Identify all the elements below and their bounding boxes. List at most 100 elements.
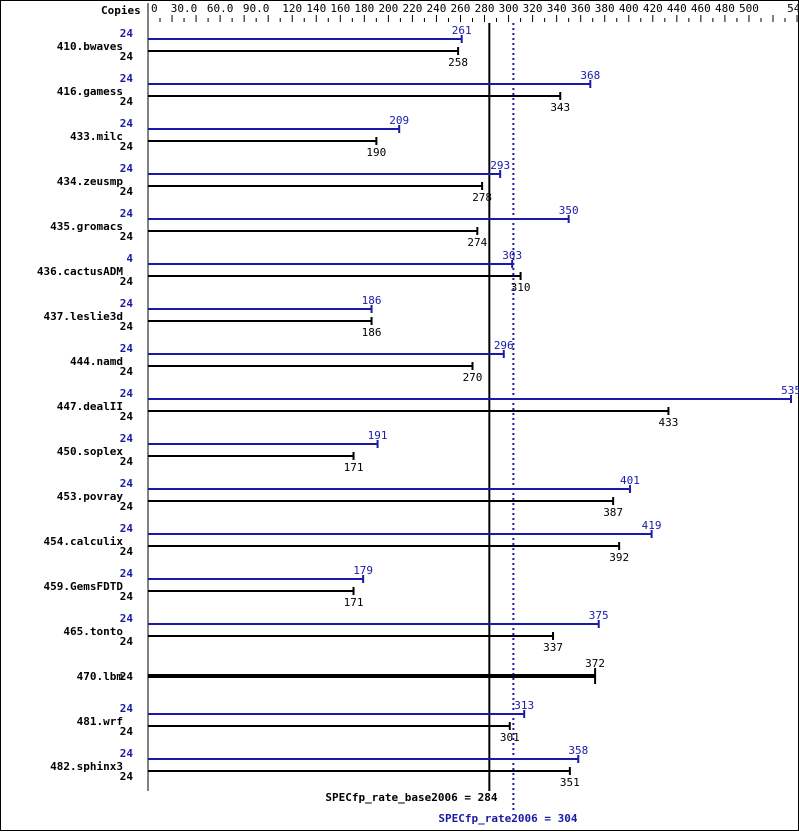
base-copies: 24 xyxy=(120,545,134,558)
base-copies: 24 xyxy=(120,635,134,648)
base-value: 433 xyxy=(658,416,678,429)
peak-value: 293 xyxy=(490,159,510,172)
base-value: 301 xyxy=(500,731,520,744)
benchmark-label: 435.gromacs xyxy=(50,220,123,233)
x-tick-label: 420 xyxy=(643,2,663,15)
benchmark-label: 416.gamess xyxy=(57,85,123,98)
base-value: 190 xyxy=(366,146,386,159)
peak-value: 303 xyxy=(502,249,522,262)
x-tick-label: 460 xyxy=(691,2,711,15)
peak-value: 179 xyxy=(353,564,373,577)
x-tick-label: 380 xyxy=(595,2,615,15)
benchmark-label: 470.lbm xyxy=(77,670,124,683)
x-tick-label: 160 xyxy=(330,2,350,15)
base-value: 337 xyxy=(543,641,563,654)
x-tick-label: 400 xyxy=(619,2,639,15)
base-value: 387 xyxy=(603,506,623,519)
base-copies: 24 xyxy=(120,140,134,153)
base-value: 343 xyxy=(550,101,570,114)
x-tick-label: 120 xyxy=(282,2,302,15)
base-value: 270 xyxy=(463,371,483,384)
benchmark-label: 465.tonto xyxy=(63,625,123,638)
base-value: 186 xyxy=(362,326,382,339)
peak-value: 368 xyxy=(580,69,600,82)
x-tick-label: 220 xyxy=(402,2,422,15)
peak-copies: 24 xyxy=(120,747,134,760)
peak-value: 261 xyxy=(452,24,472,37)
peak-copies: 24 xyxy=(120,432,134,445)
base-value: 258 xyxy=(448,56,468,69)
benchmark-label: 453.povray xyxy=(57,490,124,503)
x-tick-label: 300 xyxy=(499,2,519,15)
base-copies: 24 xyxy=(120,230,134,243)
base-copies: 24 xyxy=(120,455,134,468)
x-tick-label: 60.0 xyxy=(207,2,234,15)
base-copies: 24 xyxy=(120,50,134,63)
peak-value: 419 xyxy=(642,519,662,532)
x-tick-label: 140 xyxy=(306,2,326,15)
base-copies: 24 xyxy=(120,365,134,378)
x-tick-label: 90.0 xyxy=(243,2,270,15)
x-tick-label: 30.0 xyxy=(171,2,198,15)
base-value: 372 xyxy=(585,657,605,670)
benchmark-label: 444.namd xyxy=(70,355,123,368)
benchmark-label: 436.cactusADM xyxy=(37,265,123,278)
base-value: 310 xyxy=(511,281,531,294)
peak-copies: 24 xyxy=(120,612,134,625)
peak-copies: 24 xyxy=(120,522,134,535)
peak-value: 350 xyxy=(559,204,579,217)
x-tick-label: 440 xyxy=(667,2,687,15)
peak-copies: 24 xyxy=(120,477,134,490)
peak-value: 186 xyxy=(362,294,382,307)
peak-value: 358 xyxy=(568,744,588,757)
x-tick-label: 360 xyxy=(571,2,591,15)
peak-copies: 24 xyxy=(120,702,134,715)
benchmark-label: 482.sphinx3 xyxy=(50,760,123,773)
peak-value: 209 xyxy=(389,114,409,127)
base-copies: 24 xyxy=(120,770,134,783)
benchmark-label: 410.bwaves xyxy=(57,40,123,53)
peak-copies: 24 xyxy=(120,567,134,580)
base-value: 392 xyxy=(609,551,629,564)
peak-value: 313 xyxy=(514,699,534,712)
benchmark-label: 454.calculix xyxy=(44,535,124,548)
base-copies: 24 xyxy=(120,275,134,288)
peak-value: 296 xyxy=(494,339,514,352)
x-tick-label: 200 xyxy=(378,2,398,15)
peak-copies: 4 xyxy=(126,252,133,265)
base-value: 278 xyxy=(472,191,492,204)
base-copies: 24 xyxy=(120,590,134,603)
peak-copies: 24 xyxy=(120,207,134,220)
base-copies: 24 xyxy=(120,320,134,333)
peak-value: 191 xyxy=(368,429,388,442)
peak-copies: 24 xyxy=(120,387,134,400)
peak-summary-label: SPECfp_rate2006 = 304 xyxy=(438,812,577,825)
base-value: 351 xyxy=(560,776,580,789)
peak-value: 401 xyxy=(620,474,640,487)
peak-value: 375 xyxy=(589,609,609,622)
copies-header: Copies xyxy=(101,4,141,17)
x-tick-label: 280 xyxy=(475,2,495,15)
peak-copies: 24 xyxy=(120,297,134,310)
peak-value: 535 xyxy=(781,384,799,397)
base-copies: 24 xyxy=(120,725,134,738)
base-value: 171 xyxy=(344,461,364,474)
x-tick-label: 320 xyxy=(523,2,543,15)
benchmark-label: 481.wrf xyxy=(77,715,123,728)
benchmark-label: 434.zeusmp xyxy=(57,175,124,188)
base-copies: 24 xyxy=(120,95,134,108)
base-value: 274 xyxy=(467,236,487,249)
benchmark-label: 450.soplex xyxy=(57,445,124,458)
x-tick-label: 240 xyxy=(427,2,447,15)
benchmark-label: 433.milc xyxy=(70,130,123,143)
base-copies: 24 xyxy=(120,410,134,423)
peak-copies: 24 xyxy=(120,342,134,355)
x-tick-label: 540 xyxy=(787,2,799,15)
x-tick-label: 500 xyxy=(739,2,759,15)
x-tick-label: 260 xyxy=(451,2,471,15)
x-tick-label: 340 xyxy=(547,2,567,15)
base-copies: 24 xyxy=(120,185,134,198)
benchmark-label: 459.GemsFDTD xyxy=(44,580,124,593)
